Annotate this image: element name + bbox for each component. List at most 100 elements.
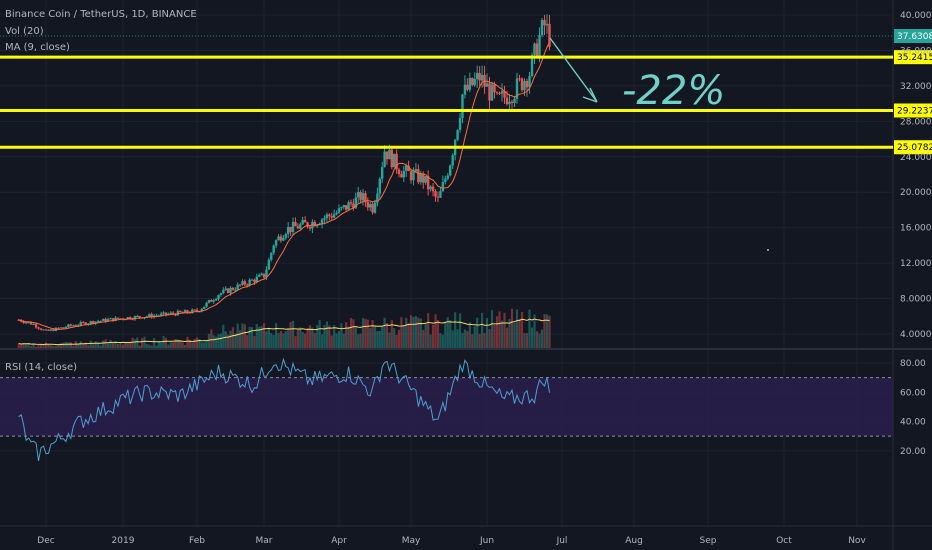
candle-body[interactable] bbox=[354, 197, 357, 209]
candle-body[interactable] bbox=[337, 208, 341, 213]
candle-body[interactable] bbox=[289, 226, 292, 232]
candle-body[interactable] bbox=[352, 203, 355, 209]
candle-body[interactable] bbox=[515, 78, 519, 99]
candle-body[interactable] bbox=[210, 299, 213, 302]
candle-body[interactable] bbox=[475, 72, 479, 80]
candle-body[interactable] bbox=[409, 171, 413, 181]
candle-body[interactable] bbox=[39, 328, 43, 330]
candle-body[interactable] bbox=[528, 76, 531, 88]
candle-body[interactable] bbox=[250, 279, 254, 281]
candle-body[interactable] bbox=[498, 92, 501, 94]
candle-body[interactable] bbox=[57, 327, 60, 329]
candle-body[interactable] bbox=[332, 214, 336, 218]
candle-body[interactable] bbox=[371, 204, 374, 213]
candle-body[interactable] bbox=[138, 316, 141, 318]
candle-body[interactable] bbox=[52, 329, 55, 331]
candle-body[interactable] bbox=[162, 312, 165, 314]
candle-body[interactable] bbox=[131, 319, 134, 321]
candle-body[interactable] bbox=[136, 316, 139, 318]
candle-body[interactable] bbox=[111, 318, 115, 321]
candle-body[interactable] bbox=[303, 219, 307, 223]
candle-body[interactable] bbox=[301, 219, 304, 225]
candle-body[interactable] bbox=[340, 207, 343, 209]
candle-body[interactable] bbox=[325, 214, 329, 219]
candle-body[interactable] bbox=[402, 170, 405, 178]
candle-body[interactable] bbox=[361, 193, 365, 201]
candle-body[interactable] bbox=[533, 43, 536, 55]
candle-body[interactable] bbox=[335, 212, 338, 215]
candle-body[interactable] bbox=[24, 322, 28, 324]
candle-body[interactable] bbox=[109, 318, 112, 320]
candle-body[interactable] bbox=[59, 327, 63, 329]
candle-body[interactable] bbox=[393, 153, 396, 168]
candle-body[interactable] bbox=[478, 72, 481, 81]
candle-body[interactable] bbox=[229, 287, 232, 293]
candle-body[interactable] bbox=[378, 178, 381, 194]
candle-body[interactable] bbox=[272, 245, 275, 253]
candle-body[interactable] bbox=[99, 320, 102, 322]
candle-body[interactable] bbox=[364, 193, 367, 203]
candle-body[interactable] bbox=[101, 318, 105, 321]
candle-body[interactable] bbox=[405, 165, 408, 171]
candle-body[interactable] bbox=[200, 308, 203, 312]
candle-body[interactable] bbox=[82, 322, 85, 324]
candle-body[interactable] bbox=[42, 329, 45, 331]
candle-body[interactable] bbox=[234, 289, 237, 291]
candle-body[interactable] bbox=[207, 299, 211, 303]
candle-body[interactable] bbox=[369, 204, 372, 208]
candle-body[interactable] bbox=[265, 269, 268, 278]
candle-body[interactable] bbox=[79, 322, 82, 326]
candle-body[interactable] bbox=[419, 173, 423, 183]
candle-body[interactable] bbox=[241, 281, 244, 285]
candle-body[interactable] bbox=[84, 322, 87, 325]
candle-body[interactable] bbox=[77, 325, 80, 327]
candle-body[interactable] bbox=[439, 191, 442, 198]
candle-body[interactable] bbox=[328, 214, 331, 217]
candle-layer[interactable] bbox=[17, 14, 551, 332]
candle-body[interactable] bbox=[510, 101, 514, 104]
candle-body[interactable] bbox=[231, 287, 235, 290]
candle-body[interactable] bbox=[296, 226, 300, 229]
candle-body[interactable] bbox=[381, 166, 384, 179]
candle-body[interactable] bbox=[349, 202, 353, 204]
candle-body[interactable] bbox=[255, 276, 259, 283]
candle-body[interactable] bbox=[451, 155, 454, 166]
candle-body[interactable] bbox=[543, 20, 546, 26]
candle-body[interactable] bbox=[513, 98, 516, 104]
candle-body[interactable] bbox=[126, 317, 129, 320]
candle-body[interactable] bbox=[357, 192, 360, 198]
candle-body[interactable] bbox=[523, 80, 526, 91]
candle-body[interactable] bbox=[366, 202, 369, 208]
candle-body[interactable] bbox=[282, 237, 285, 241]
candle-body[interactable] bbox=[316, 224, 319, 227]
candle-body[interactable] bbox=[195, 309, 199, 312]
candle-body[interactable] bbox=[493, 84, 496, 93]
candle-body[interactable] bbox=[284, 234, 287, 238]
candle-body[interactable] bbox=[417, 169, 420, 183]
candle-body[interactable] bbox=[480, 74, 484, 81]
candle-body[interactable] bbox=[388, 149, 391, 160]
candle-body[interactable] bbox=[74, 325, 78, 327]
candle-body[interactable] bbox=[458, 117, 462, 130]
candle-body[interactable] bbox=[106, 319, 110, 322]
candle-body[interactable] bbox=[226, 288, 230, 293]
candle-body[interactable] bbox=[260, 273, 263, 275]
candle-body[interactable] bbox=[330, 216, 333, 218]
candle-body[interactable] bbox=[34, 324, 38, 328]
candle-body[interactable] bbox=[449, 165, 452, 176]
candle-body[interactable] bbox=[67, 324, 70, 327]
candle-body[interactable] bbox=[69, 324, 73, 326]
candle-body[interactable] bbox=[359, 192, 362, 201]
candle-body[interactable] bbox=[436, 196, 440, 198]
candle-body[interactable] bbox=[518, 78, 521, 80]
candle-body[interactable] bbox=[246, 284, 249, 286]
candle-body[interactable] bbox=[485, 83, 489, 87]
candle-body[interactable] bbox=[270, 252, 273, 260]
candle-body[interactable] bbox=[181, 312, 184, 314]
candle-body[interactable] bbox=[258, 274, 261, 277]
candle-body[interactable] bbox=[456, 129, 459, 140]
candle-body[interactable] bbox=[488, 83, 491, 101]
candle-body[interactable] bbox=[342, 205, 345, 208]
candle-body[interactable] bbox=[277, 236, 280, 241]
candle-body[interactable] bbox=[253, 279, 256, 283]
